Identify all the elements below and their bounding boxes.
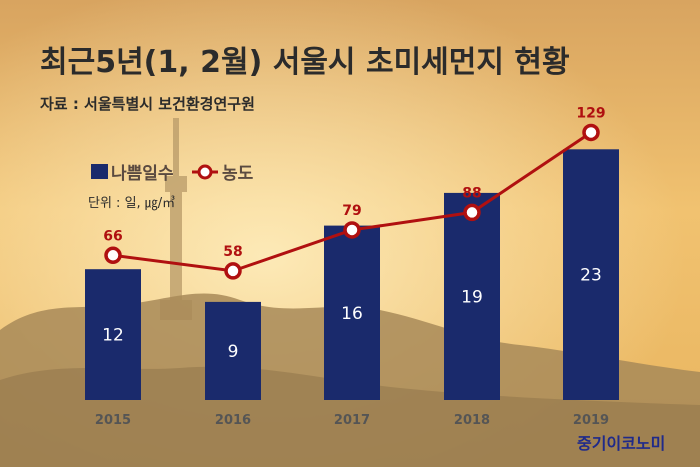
- legend: 나쁨일수 농도: [91, 164, 254, 184]
- line-point-2018: [463, 203, 481, 222]
- bar-value-label-2017: 16: [341, 304, 363, 324]
- x-tick-2017: 2017: [334, 413, 370, 428]
- bar-value-label-2015: 12: [102, 326, 124, 346]
- bar-value-label-2016: 9: [228, 342, 239, 362]
- x-tick-2018: 2018: [454, 413, 490, 428]
- line-value-label-2017: 79: [342, 203, 361, 219]
- chart-source: 자료 : 서울특별시 보건환경연구원: [40, 95, 255, 113]
- chart-title: 최근5년(1, 2월) 서울시 초미세먼지 현황: [40, 45, 570, 80]
- legend-swatch-marker: [197, 164, 213, 180]
- line-point-2017: [343, 221, 361, 239]
- legend-label-line: 농도: [222, 164, 254, 184]
- line-point-2015: [104, 246, 122, 265]
- line-value-label-2015: 66: [103, 228, 122, 244]
- bar-2018: [444, 192, 500, 400]
- line-value-label-2016: 58: [223, 244, 242, 260]
- line-value-label-2019: 129: [576, 105, 605, 121]
- x-axis-ticks: 2015 2016 2017 2018 2019: [95, 413, 609, 428]
- bar-2016: [205, 301, 261, 400]
- x-tick-2019: 2019: [573, 413, 609, 428]
- bar-value-label-2018: 19: [461, 287, 483, 307]
- bar-2017: [324, 225, 380, 400]
- brand-logo: 중기이코노미: [577, 434, 665, 453]
- line-layer: 66 58 79 88 129: [103, 105, 606, 280]
- bar-2015: [85, 269, 141, 400]
- bars-layer: 12 9 16 19 23: [85, 149, 619, 400]
- legend-swatch-bars: [91, 164, 108, 179]
- unit-label: 단위 : 일, ㎍/㎥: [88, 196, 175, 211]
- line-point-2016: [224, 262, 242, 280]
- line-value-label-2018: 88: [462, 185, 481, 201]
- x-tick-2016: 2016: [215, 413, 251, 428]
- bar-value-label-2019: 23: [580, 266, 602, 286]
- bar-2019: [563, 149, 619, 400]
- x-tick-2015: 2015: [95, 413, 131, 428]
- line-point-2019: [582, 123, 600, 142]
- legend-label-bars: 나쁨일수: [111, 164, 174, 184]
- hills-foreground: [0, 366, 700, 467]
